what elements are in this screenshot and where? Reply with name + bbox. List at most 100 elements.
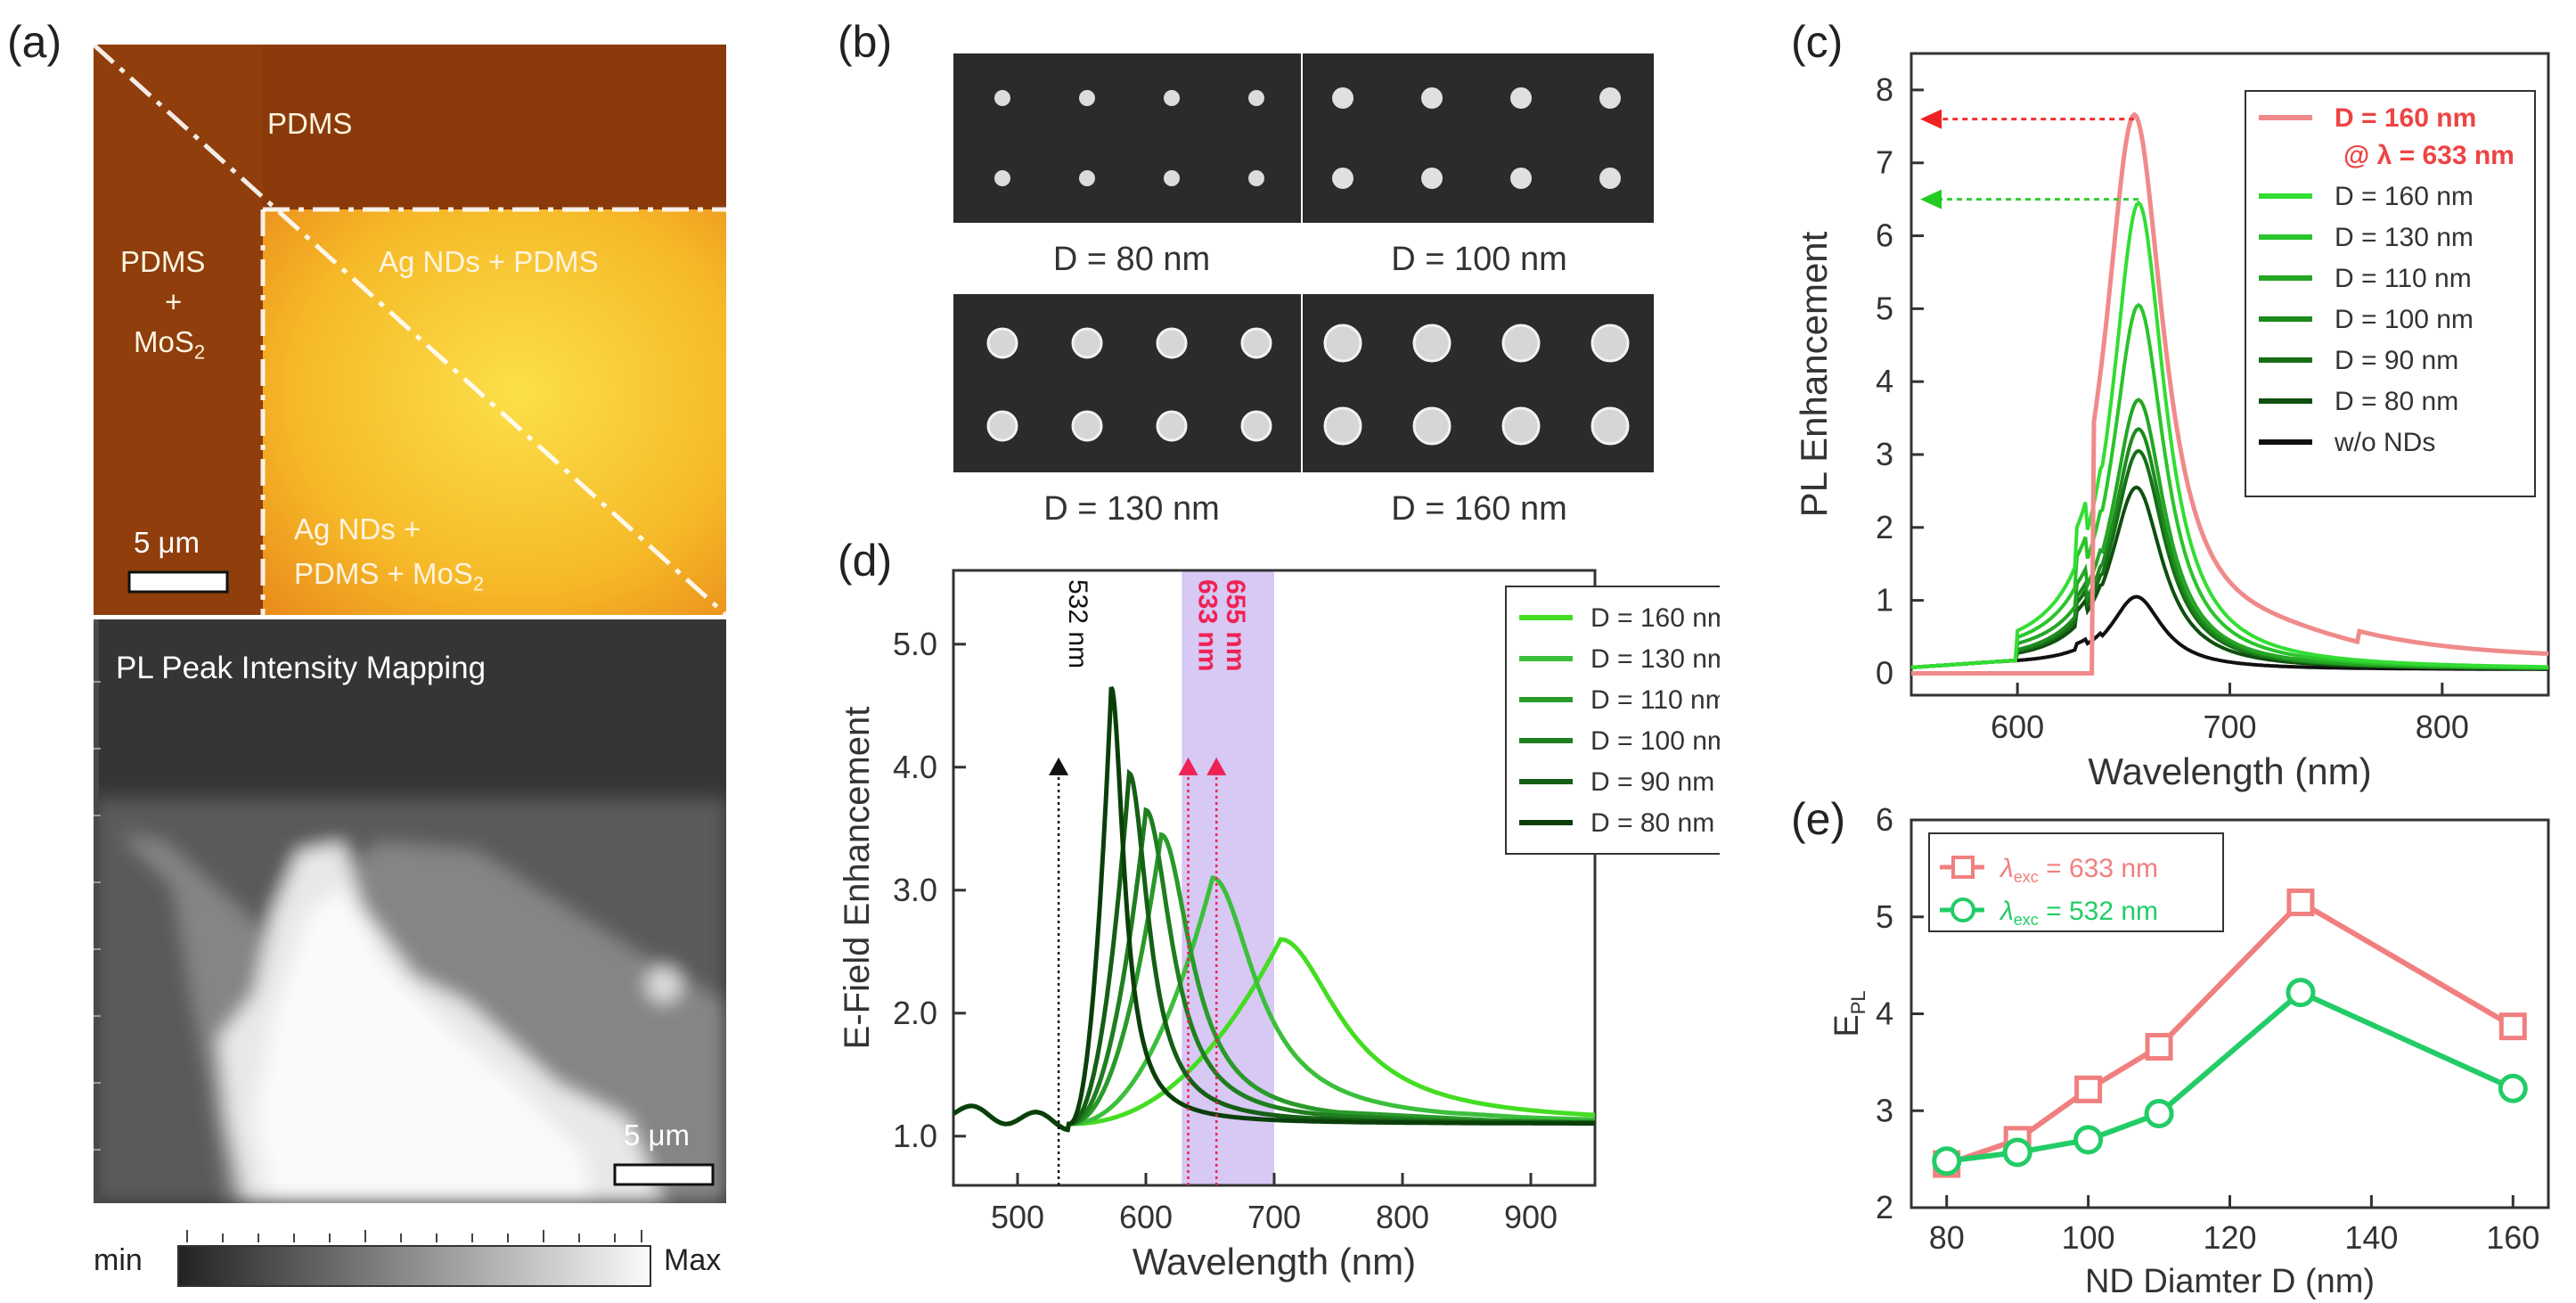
chart-d-marker-label: 633 nm xyxy=(1193,579,1223,671)
chart-d-xtick-label: 500 xyxy=(991,1199,1044,1235)
pl-map: PL Peak Intensity Mapping 5 μm xyxy=(94,619,726,1203)
pl-map-title: PL Peak Intensity Mapping xyxy=(116,651,487,685)
chart-c-legend-label: D = 130 nm xyxy=(2335,223,2474,252)
chart-c: 600 700 800 0 1 2 3 4 5 6 7 8 Wavelength (nm) PL Enha… xyxy=(1793,52,2550,792)
sem-image-160 xyxy=(1303,294,1654,472)
optical-image: PDMS PDMS + MoS2 Ag NDs + PDMS Ag NDs + … xyxy=(92,43,728,617)
label-pdms-mos2: PDMS + MoS2 xyxy=(294,557,485,595)
chart-c-legend-label: w/o NDs xyxy=(2334,428,2435,457)
chart-c-xtick-label: 800 xyxy=(2416,709,2469,745)
panel-label-e: (e) xyxy=(1791,794,1846,844)
chart-c-legend-label: D = 110 nm xyxy=(2335,264,2472,293)
chart-e-point xyxy=(2286,888,2315,916)
chart-e-point xyxy=(2144,1099,2174,1129)
chart-d-xtick-label: 900 xyxy=(1504,1199,1558,1235)
sem-image-80 xyxy=(953,53,1301,223)
chart-d-xtick-label: 800 xyxy=(1376,1199,1429,1235)
chart-c-ylabel: PL Enhancement xyxy=(1793,231,1835,517)
panel-label-a: (a) xyxy=(7,17,62,67)
chart-d-marker-label: 655 nm xyxy=(1221,579,1250,671)
colorbar: min Max xyxy=(94,1221,806,1292)
sem-label-80: D = 80 nm xyxy=(1052,241,1211,278)
chart-c-ytick-label: 3 xyxy=(1876,436,1893,472)
chart-d-xtick-label: 700 xyxy=(1247,1199,1301,1235)
chart-e-legend-label: λexc = 532 nm xyxy=(1999,897,2158,929)
chart-e-point xyxy=(2074,1075,2103,1103)
chart-d-marker-label: 532 nm xyxy=(1063,579,1092,668)
chart-e-legend-label: λexc = 633 nm xyxy=(1999,854,2158,886)
chart-c-ytick-label: 6 xyxy=(1876,217,1893,254)
chart-e-ylabel: EPL xyxy=(1828,990,1869,1037)
panel-label-b: (b) xyxy=(838,17,893,67)
chart-e-xtick-label: 100 xyxy=(2062,1219,2115,1256)
panel-label-c: (c) xyxy=(1791,17,1844,67)
chart-e-point xyxy=(2002,1137,2032,1168)
chart-d-xtick-label: 600 xyxy=(1119,1199,1173,1235)
chart-c-xlabel: Wavelength (nm) xyxy=(2088,750,2371,792)
chart-d-marker-head xyxy=(1178,757,1198,775)
chart-c-series-line xyxy=(1910,200,2548,669)
chart-c-ytick-label: 1 xyxy=(1876,582,1893,619)
chart-d-legend-label: D = 90 nm xyxy=(1591,767,1714,797)
chart-d-marker-head xyxy=(1049,757,1069,775)
label-ag-pdms: Ag NDs + PDMS xyxy=(379,245,599,278)
label-plus: + xyxy=(165,285,183,318)
chart-d-ytick-label: 1.0 xyxy=(893,1118,937,1154)
chart-e-series-line xyxy=(1945,898,2515,1167)
chart-c-legend-label: D = 100 nm xyxy=(2335,305,2474,334)
colorbar-max-label: Max xyxy=(664,1243,722,1277)
chart-c-legend xyxy=(2245,90,2536,497)
label-pdms-top: PDMS xyxy=(267,107,353,140)
chart-e-series-line xyxy=(1946,989,2515,1164)
chart-c-red-arrow-head xyxy=(1920,109,1942,129)
chart-e-point xyxy=(2498,1012,2527,1041)
colorbar-min-label: min xyxy=(94,1243,143,1277)
chart-e-ytick-label: 6 xyxy=(1876,802,1893,838)
sem-label-160: D = 160 nm xyxy=(1391,490,1567,528)
optical-image-svg xyxy=(92,43,728,617)
chart-e-point xyxy=(1932,1146,1962,1176)
sem-130-svg xyxy=(953,294,1301,472)
chart-e-xtick-label: 140 xyxy=(2344,1219,2398,1256)
panel-label-d: (d) xyxy=(838,536,893,586)
chart-d-legend-label: D = 110 nm xyxy=(1591,685,1720,715)
scale-bar-label-top: 5 μm xyxy=(134,526,200,559)
label-pdms-left: PDMS xyxy=(120,245,206,278)
chart-c-legend-label: D = 80 nm xyxy=(2335,387,2458,416)
chart-c-legend-label: D = 90 nm xyxy=(2335,346,2458,375)
pl-map-svg xyxy=(94,619,726,1203)
chart-e-xtick-label: 160 xyxy=(2486,1219,2539,1256)
chart-d-legend-label: D = 160 nm xyxy=(1591,603,1720,633)
chart-d-legend-label: D = 80 nm xyxy=(1591,808,1714,838)
chart-c-series-line xyxy=(1911,111,2549,676)
chart-c-ytick-label: 8 xyxy=(1876,71,1893,108)
chart-e-ytick-label: 5 xyxy=(1876,898,1893,935)
chart-d-xlabel: Wavelength (nm) xyxy=(1133,1241,1416,1283)
chart-d-ytick-label: 2.0 xyxy=(893,995,937,1031)
sem-80-svg xyxy=(953,53,1301,223)
chart-d-marker-head xyxy=(1206,757,1227,775)
chart-e: 80 100 120 140 160 2 3 4 5 6 ND Diamter D (nm) EPL λ… xyxy=(1828,802,2550,1300)
chart-c-legend-label: D = 160 nm xyxy=(2335,182,2474,211)
chart-c-ytick-label: 4 xyxy=(1876,363,1893,399)
chart-e-xlabel: ND Diamter D (nm) xyxy=(2085,1263,2375,1300)
chart-d-series-line xyxy=(952,686,1595,1133)
chart-c-ytick-label: 0 xyxy=(1876,654,1893,691)
chart-d: 500 600 700 800 900 1.0 2.0 3.0 4.0 5.0 Wavelength… xyxy=(838,569,1720,1283)
chart-c-green-arrow-head xyxy=(1920,189,1942,209)
chart-e-legend-marker xyxy=(1951,856,1975,879)
chart-c-xtick-label: 600 xyxy=(1991,709,2044,745)
chart-d-legend-label: D = 100 nm xyxy=(1591,726,1720,756)
chart-d-legend xyxy=(1505,586,1720,855)
label-mos2: MoS2 xyxy=(134,325,206,364)
chart-e-legend xyxy=(1928,832,2224,932)
chart-e-point xyxy=(2286,978,2316,1008)
chart-c-xtick-label: 700 xyxy=(2203,709,2256,745)
sem-100-svg xyxy=(1303,53,1654,223)
chart-e-ytick-label: 2 xyxy=(1876,1189,1893,1225)
label-ag-plus: Ag NDs + xyxy=(294,512,421,545)
chart-e-legend-marker xyxy=(1950,897,1975,922)
chart-c-series-line xyxy=(1910,594,2548,671)
chart-c-legend-label-2: @ λ = 633 nm xyxy=(2343,141,2515,170)
chart-c-legend-label: D = 160 nm xyxy=(2335,103,2476,133)
